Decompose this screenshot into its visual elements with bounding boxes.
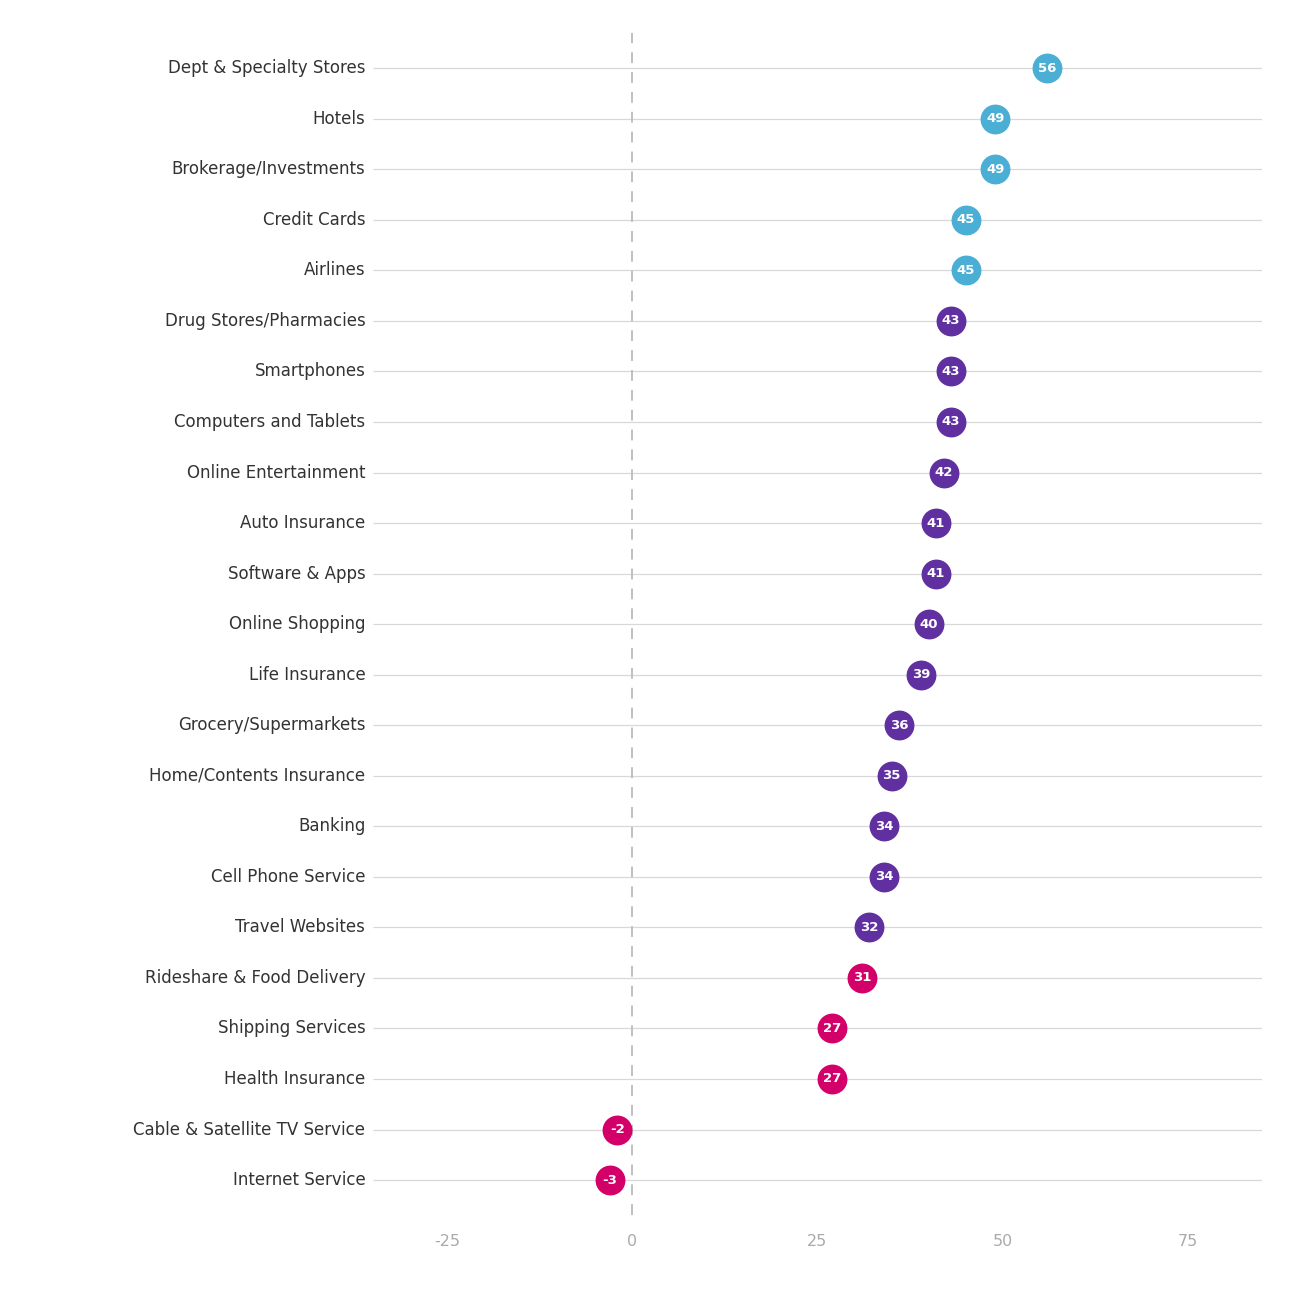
Text: Banking: Banking [298, 817, 365, 836]
Text: 32: 32 [861, 921, 879, 934]
Point [933, 463, 954, 484]
Point [985, 108, 1006, 129]
Text: Smartphones: Smartphones [255, 363, 365, 381]
Text: Home/Contents Insurance: Home/Contents Insurance [149, 767, 365, 784]
Text: 27: 27 [823, 1072, 841, 1085]
Text: Auto Insurance: Auto Insurance [241, 514, 365, 532]
Text: Rideshare & Food Delivery: Rideshare & Food Delivery [145, 968, 365, 987]
Text: Cell Phone Service: Cell Phone Service [211, 867, 365, 886]
Text: 45: 45 [956, 213, 974, 226]
Text: Grocery/Supermarkets: Grocery/Supermarkets [178, 716, 365, 735]
Text: 41: 41 [927, 568, 946, 579]
Text: 49: 49 [986, 163, 1005, 176]
Text: Hotels: Hotels [313, 110, 365, 127]
Text: Shipping Services: Shipping Services [217, 1020, 365, 1038]
Point [985, 159, 1006, 180]
Text: 43: 43 [942, 365, 960, 378]
Point [888, 715, 909, 736]
Text: 43: 43 [942, 415, 960, 428]
Text: 35: 35 [883, 769, 901, 782]
Text: Dept & Specialty Stores: Dept & Specialty Stores [167, 59, 365, 78]
Text: -3: -3 [603, 1173, 617, 1187]
Text: 42: 42 [934, 466, 952, 480]
Text: 56: 56 [1039, 62, 1057, 75]
Text: Health Insurance: Health Insurance [224, 1070, 365, 1088]
Text: 43: 43 [942, 314, 960, 327]
Text: Brokerage/Investments: Brokerage/Investments [171, 160, 365, 179]
Text: Online Entertainment: Online Entertainment [187, 464, 365, 481]
Point [852, 967, 872, 988]
Text: Life Insurance: Life Insurance [249, 666, 365, 683]
Point [926, 512, 947, 533]
Text: 41: 41 [927, 516, 946, 530]
Text: 45: 45 [956, 264, 974, 277]
Point [874, 866, 895, 887]
Text: 49: 49 [986, 112, 1005, 125]
Text: Software & Apps: Software & Apps [228, 565, 365, 582]
Text: -2: -2 [610, 1123, 625, 1137]
Text: Computers and Tablets: Computers and Tablets [174, 413, 365, 431]
Text: Credit Cards: Credit Cards [263, 210, 365, 229]
Point [910, 664, 931, 685]
Text: Internet Service: Internet Service [233, 1171, 365, 1189]
Text: 39: 39 [912, 669, 930, 681]
Point [874, 816, 895, 837]
Point [955, 260, 976, 281]
Text: 27: 27 [823, 1022, 841, 1035]
Point [940, 411, 961, 432]
Text: Cable & Satellite TV Service: Cable & Satellite TV Service [133, 1121, 365, 1138]
Point [882, 765, 903, 786]
Point [940, 361, 961, 382]
Point [859, 917, 880, 938]
Point [1037, 58, 1058, 79]
Point [918, 614, 939, 635]
Point [821, 1018, 842, 1039]
Point [926, 564, 947, 585]
Text: 40: 40 [920, 618, 938, 631]
Text: Online Shopping: Online Shopping [229, 615, 365, 633]
Point [940, 310, 961, 331]
Point [607, 1120, 628, 1141]
Text: 36: 36 [889, 719, 908, 732]
Text: 34: 34 [875, 820, 893, 833]
Text: Airlines: Airlines [303, 261, 365, 280]
Text: 34: 34 [875, 870, 893, 883]
Text: Travel Websites: Travel Websites [235, 918, 365, 937]
Point [955, 209, 976, 230]
Text: 31: 31 [853, 971, 871, 984]
Text: Drug Stores/Pharmacies: Drug Stores/Pharmacies [165, 311, 365, 330]
Point [821, 1068, 842, 1089]
Point [599, 1169, 620, 1190]
